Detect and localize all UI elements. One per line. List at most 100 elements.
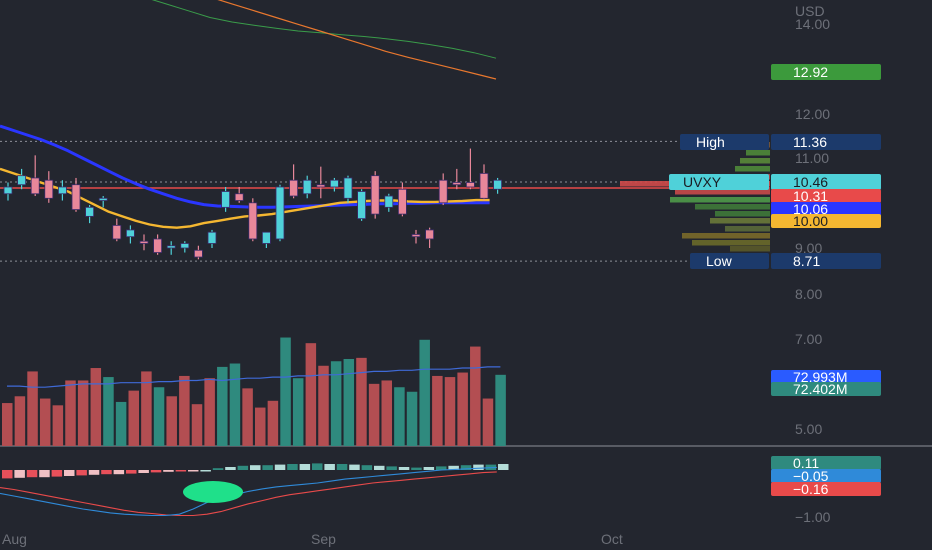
macd-hist-bar-27 bbox=[336, 464, 348, 470]
volume-bar-1 bbox=[14, 396, 26, 446]
tag-volume-ma bbox=[771, 370, 881, 384]
volume-bar-12 bbox=[153, 387, 165, 446]
candle-body-28 bbox=[384, 195, 394, 208]
candle-body-5 bbox=[71, 184, 81, 210]
volume-profile-row-1 bbox=[746, 150, 770, 156]
volume-profile bbox=[620, 142, 770, 252]
volume-bar-15 bbox=[191, 404, 203, 446]
x-label-oct: Oct bbox=[601, 531, 623, 547]
volume-bar-20 bbox=[255, 407, 266, 446]
macd-hist-bar-38 bbox=[473, 464, 484, 470]
tag-low-value bbox=[771, 253, 881, 269]
volume-profile-row-9 bbox=[715, 211, 770, 217]
volume-bar-39 bbox=[495, 374, 506, 446]
volume-bar-10 bbox=[128, 390, 139, 446]
volume-bar-32 bbox=[406, 391, 418, 446]
macd-signal-line bbox=[0, 471, 497, 517]
macd-hist-bar-20 bbox=[250, 465, 261, 470]
sma-short-line bbox=[0, 167, 490, 229]
candle-body-32 bbox=[438, 179, 448, 204]
volume-bar-34 bbox=[432, 375, 443, 446]
y-tick-12: 12.00 bbox=[795, 106, 830, 122]
tag-volume-last-text: 72.402M bbox=[793, 381, 847, 397]
macd-hist-bar-9 bbox=[113, 470, 125, 475]
macd-hist-bar-16 bbox=[200, 470, 211, 472]
candle-body-11 bbox=[153, 238, 163, 253]
macd-hist-bar-13 bbox=[163, 470, 174, 472]
tag-ma-yellow bbox=[771, 214, 881, 228]
volume-bar-36 bbox=[457, 372, 468, 446]
tag-last-price-text: 10.46 bbox=[793, 174, 828, 190]
macd-hist-bar-2 bbox=[26, 470, 38, 478]
volume-bar-2 bbox=[27, 371, 38, 446]
tag-long-ma bbox=[771, 64, 881, 80]
macd-hist-bar-33 bbox=[411, 467, 422, 470]
candle-body-27 bbox=[370, 175, 380, 215]
macd-hist-bar-1 bbox=[14, 470, 25, 478]
macd-hist-bar-30 bbox=[374, 465, 385, 470]
candle-body-9 bbox=[126, 229, 135, 238]
x-label-aug: Aug bbox=[2, 531, 27, 547]
macd-hist-bar-4 bbox=[51, 470, 63, 477]
volume-bar-18 bbox=[229, 363, 241, 446]
volume-bar-19 bbox=[242, 388, 253, 446]
y-tick-7: 7.00 bbox=[795, 331, 822, 347]
candle-body-34 bbox=[465, 182, 475, 188]
macd-hist-bar-36 bbox=[448, 465, 459, 470]
candle-body-12 bbox=[166, 245, 176, 249]
macd-hist-bar-34 bbox=[423, 467, 435, 470]
y-tick-14: 14.00 bbox=[795, 16, 830, 32]
volume-bar-21 bbox=[267, 400, 279, 446]
macd-hist-bar-23 bbox=[287, 464, 298, 470]
macd-hist-bar-5 bbox=[64, 470, 75, 476]
candle-body-31 bbox=[425, 229, 435, 240]
candlesticks bbox=[3, 148, 503, 260]
volume-bar-29 bbox=[368, 383, 380, 446]
volume-bar-30 bbox=[381, 380, 392, 446]
tag-ma-yellow-text: 10.00 bbox=[793, 213, 828, 229]
volume-profile-row-6 bbox=[675, 189, 770, 195]
macd-hist-bar-26 bbox=[324, 464, 335, 470]
macd-hist-bar-6 bbox=[76, 470, 87, 476]
volume-bar-25 bbox=[318, 365, 329, 446]
volume-bar-11 bbox=[141, 371, 152, 446]
volume-bar-14 bbox=[179, 375, 190, 446]
macd-hist-bar-21 bbox=[262, 465, 273, 470]
volume-bar-33 bbox=[419, 339, 430, 446]
candle-body-3 bbox=[44, 179, 54, 199]
macd-hist-bar-18 bbox=[225, 467, 236, 470]
tag-macd-hist-text: 0.11 bbox=[793, 455, 819, 471]
candle-body-26 bbox=[357, 191, 367, 220]
volume-bar-35 bbox=[444, 377, 456, 446]
volume-bar-13 bbox=[166, 396, 177, 446]
candle-body-0 bbox=[3, 186, 13, 195]
tag-high-value-text: 11.36 bbox=[793, 134, 827, 150]
tag-last-price bbox=[771, 174, 881, 190]
candle-body-4 bbox=[58, 186, 67, 195]
tag-ma-blue-text: 10.06 bbox=[793, 201, 828, 217]
tag-high-value bbox=[771, 134, 881, 150]
x-axis-labels: Aug Sep Oct bbox=[2, 531, 623, 547]
tag-macd-signal bbox=[771, 482, 881, 496]
volume-bar-8 bbox=[103, 377, 114, 446]
candle-body-20 bbox=[275, 186, 285, 240]
y-tick-11: 11.00 bbox=[795, 150, 829, 166]
volume-bar-22 bbox=[280, 337, 291, 446]
volume-bar-6 bbox=[77, 380, 89, 446]
candle-body-15 bbox=[207, 231, 217, 244]
macd-hist-bar-24 bbox=[299, 464, 311, 470]
candle-body-22 bbox=[302, 179, 312, 195]
macd-hist-bar-12 bbox=[150, 470, 162, 473]
candle-body-21 bbox=[289, 179, 299, 197]
volume-bar-23 bbox=[292, 378, 304, 446]
tag-macd-line-text: −0.05 bbox=[793, 468, 829, 484]
tag-prev bbox=[771, 189, 881, 203]
tag-long-ma-value: 12.92 bbox=[793, 64, 828, 80]
tag-symbol bbox=[669, 174, 769, 190]
x-label-sep: Sep bbox=[311, 531, 336, 547]
volume-profile-row-14 bbox=[730, 246, 770, 252]
candle-body-2 bbox=[30, 177, 40, 195]
volume-profile-row-3 bbox=[735, 166, 770, 172]
price-tags: 12.92 High 11.36 UVXY 10.46 10.31 10.06 … bbox=[669, 64, 881, 497]
